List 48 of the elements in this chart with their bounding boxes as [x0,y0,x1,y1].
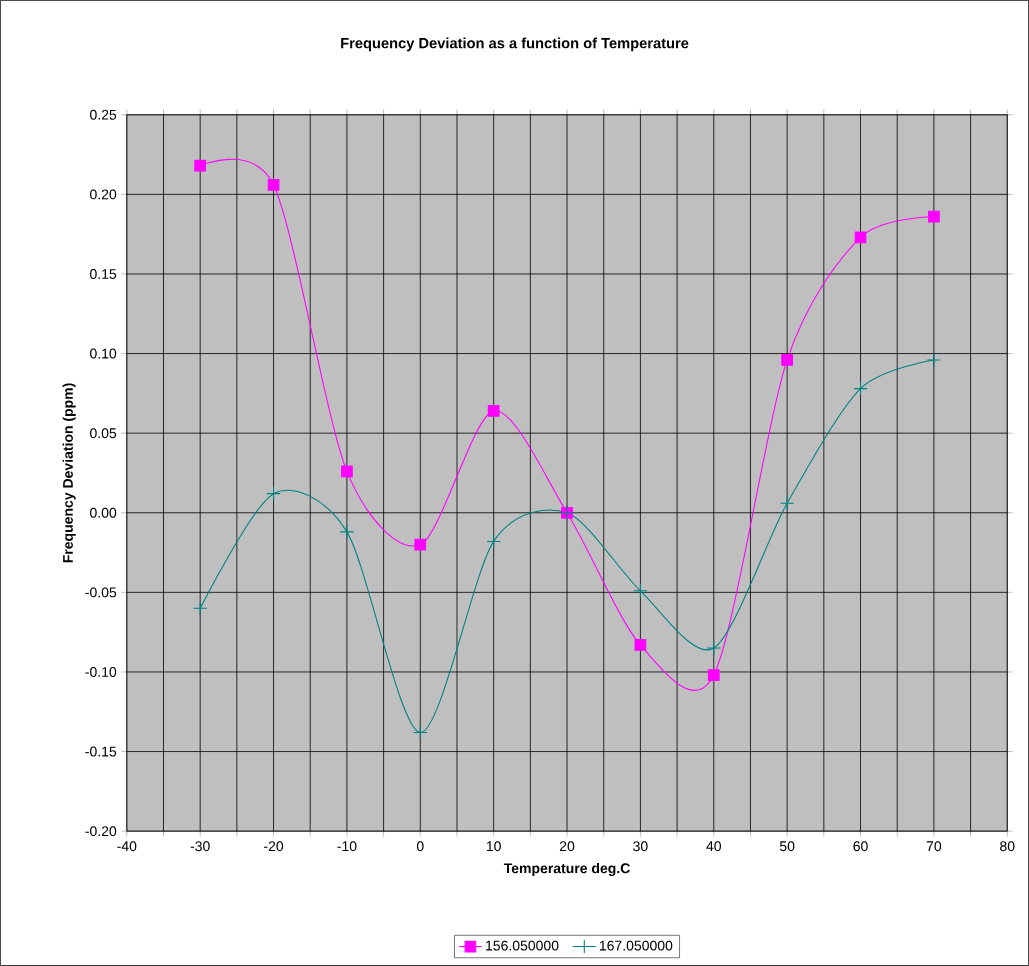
x-tick-label: 30 [633,841,648,852]
point [928,210,940,223]
point [414,538,427,551]
y-tick-label: 0.20 [90,189,117,200]
point [633,583,648,598]
point [634,639,647,651]
point [192,601,208,616]
x-tick-label: 80 [1000,841,1015,852]
y-tick-label: -0.10 [85,667,117,677]
point [706,640,721,656]
point [853,381,868,396]
point [781,354,794,366]
chart-title: Frequency Deviation as a function of Temperature [341,37,689,52]
y-tick-label: 0.10 [90,348,117,359]
x-tick-label: -40 [117,841,137,852]
point [487,405,500,417]
x-tick-label: -30 [190,841,210,852]
y-tick-label: 0.05 [90,428,117,439]
x-tick-label: 60 [853,841,868,852]
point [266,486,281,501]
y-tick-label: -0.20 [85,826,117,837]
y-tick-label: -0.15 [85,746,117,757]
point [926,352,942,368]
y-axis-title: Frequency Deviation (ppm) [62,383,76,563]
x-tick-label: -10 [337,841,357,852]
point [854,231,867,244]
y-tick-label: 0.15 [90,269,117,279]
point [339,524,355,540]
point [267,178,280,191]
x-tick-label: 70 [926,841,942,852]
point [194,159,207,172]
point [413,725,428,740]
x-tick-label: 50 [779,841,795,852]
x-axis-title: Temperature deg.C [503,862,630,877]
x-tick-label: 40 [706,841,722,852]
x-tick-label: 10 [486,841,501,852]
x-tick-label: 20 [559,841,575,852]
y-tick-label: -0.05 [85,587,117,598]
legend-label: 167.050000 [599,940,673,951]
point [341,465,353,478]
x-tick-label: -20 [264,841,284,852]
point [486,534,501,549]
y-tick-label: 0.25 [90,109,117,120]
point [707,669,720,682]
point [779,496,795,511]
y-tick-label: 0.00 [90,507,117,518]
legend-label: 156.050000 [486,940,559,951]
x-tick-label: 0 [416,841,424,852]
